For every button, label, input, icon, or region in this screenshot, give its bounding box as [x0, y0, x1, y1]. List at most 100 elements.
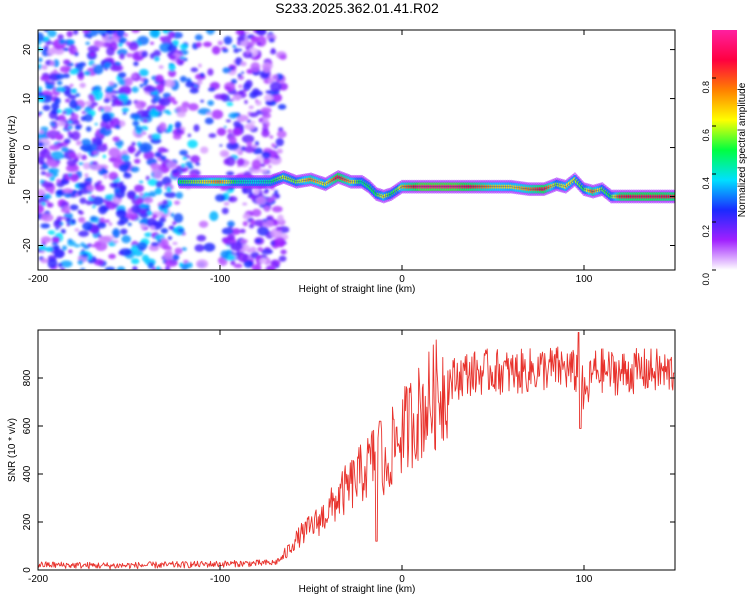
noise-blob — [41, 163, 49, 170]
noise-blob — [150, 242, 160, 247]
noise-blob — [230, 242, 243, 251]
noise-blob — [221, 227, 234, 235]
noise-blob — [251, 90, 263, 97]
noise-blob — [157, 146, 167, 154]
noise-blob — [203, 41, 212, 48]
noise-blob — [103, 174, 109, 179]
noise-blob — [61, 245, 68, 251]
noise-blob — [69, 83, 74, 87]
noise-blob — [117, 71, 127, 79]
x-tick-label: -100 — [210, 274, 230, 285]
noise-blob — [223, 201, 230, 206]
colorbar-tick-label: 0.0 — [701, 273, 711, 286]
noise-blob — [128, 41, 139, 51]
noise-blob — [69, 204, 79, 211]
noise-blob — [65, 164, 80, 173]
noise-blob — [271, 143, 276, 148]
noise-blob — [53, 69, 58, 73]
noise-blob — [41, 48, 50, 57]
noise-blobs — [38, 30, 290, 270]
noise-blob — [68, 44, 77, 55]
noise-blob — [150, 41, 154, 45]
noise-blob — [161, 35, 172, 45]
noise-blob — [118, 37, 127, 44]
x-tick-label: -100 — [210, 574, 230, 585]
noise-blob — [89, 163, 102, 171]
noise-blob — [106, 46, 115, 56]
noise-blob — [260, 107, 272, 114]
noise-blob — [65, 217, 71, 223]
noise-blob — [58, 38, 66, 45]
noise-blob — [167, 30, 175, 39]
noise-blob — [56, 216, 64, 221]
noise-blob — [244, 31, 250, 34]
noise-blob — [72, 158, 79, 163]
noise-blob — [89, 51, 96, 57]
noise-blob — [178, 262, 184, 267]
noise-blob — [243, 259, 254, 268]
noise-blob — [80, 154, 87, 161]
noise-blob — [154, 56, 160, 62]
noise-blob — [175, 40, 179, 44]
colorbar-tick-label: 0.4 — [701, 177, 711, 190]
noise-blob — [82, 30, 91, 34]
noise-blob — [130, 166, 140, 173]
noise-blob — [94, 241, 108, 252]
noise-blob — [130, 113, 141, 120]
noise-blob — [134, 126, 139, 130]
noise-blob — [155, 74, 164, 83]
snr-xlabel: Height of straight line (km) — [299, 584, 416, 595]
noise-blob — [59, 222, 64, 226]
noise-blob — [38, 244, 46, 251]
noise-blob — [40, 250, 45, 254]
noise-blob — [167, 236, 173, 240]
noise-blob — [42, 104, 51, 111]
noise-blob — [53, 59, 60, 68]
noise-blob — [45, 83, 55, 90]
noise-blob — [193, 84, 199, 88]
noise-blob — [74, 125, 81, 130]
noise-blob — [268, 37, 275, 43]
noise-blob — [219, 93, 228, 101]
y-tick-label: 200 — [22, 513, 33, 530]
noise-blob — [241, 134, 255, 144]
noise-blob — [137, 129, 142, 132]
noise-blob — [144, 232, 153, 238]
noise-blob — [131, 86, 139, 93]
noise-blob — [259, 163, 266, 168]
noise-blob — [61, 146, 69, 153]
noise-blob — [226, 141, 240, 151]
noise-blob — [153, 95, 162, 102]
noise-blob — [92, 64, 104, 75]
noise-blob — [49, 60, 55, 67]
noise-blob — [251, 159, 262, 170]
spectrogram-frame — [37, 29, 676, 271]
noise-blob — [244, 123, 256, 130]
noise-blob — [206, 112, 213, 116]
noise-blob — [276, 130, 287, 138]
noise-blob — [168, 226, 173, 229]
noise-blob — [105, 30, 117, 35]
noise-blob — [116, 266, 126, 270]
noise-blob — [262, 118, 269, 124]
noise-blob — [87, 243, 93, 248]
noise-blob — [56, 178, 61, 183]
noise-blob — [269, 81, 282, 92]
noise-blob — [75, 140, 82, 146]
noise-blob — [255, 99, 259, 103]
noise-blob — [44, 36, 49, 42]
noise-blob — [43, 193, 52, 200]
noise-blob — [115, 208, 127, 218]
noise-blob — [179, 149, 188, 156]
noise-blob — [96, 140, 103, 147]
noise-blob — [56, 120, 66, 127]
noise-blob — [227, 220, 235, 228]
noise-blob — [168, 125, 172, 129]
noise-blob — [90, 196, 104, 206]
noise-blob — [228, 196, 234, 201]
noise-blob — [108, 37, 119, 44]
colorbar-ticks: 0.0 0.2 0.4 0.6 0.8 — [701, 77, 716, 286]
noise-blob — [44, 246, 54, 252]
noise-blob — [242, 82, 251, 91]
noise-blob — [39, 149, 51, 159]
